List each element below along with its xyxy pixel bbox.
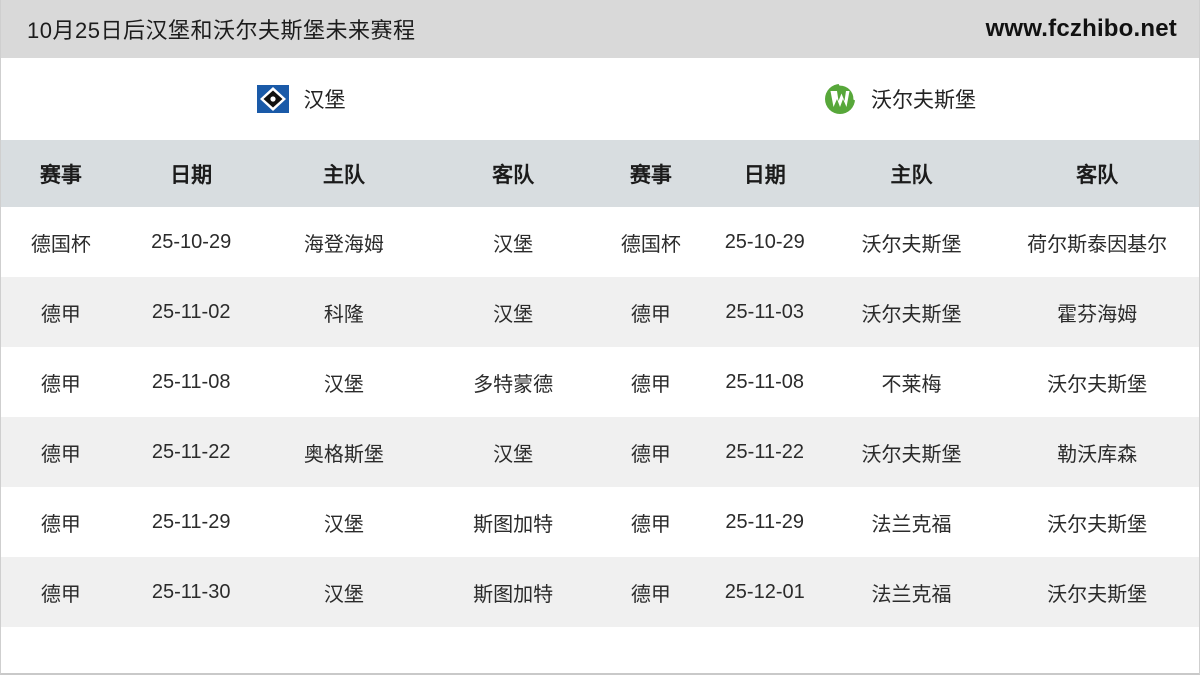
column-header-home: 主队	[261, 140, 427, 207]
cell-away: 霍芬海姆	[995, 277, 1199, 347]
cell-home: 沃尔夫斯堡	[827, 207, 996, 277]
column-header-competition: 赛事	[1, 140, 121, 207]
cell-date: 25-11-08	[120, 347, 262, 417]
cell-away: 斯图加特	[426, 487, 600, 557]
cell-home: 奥格斯堡	[261, 417, 427, 487]
left-schedule-table-wrap: 赛事 日期 主队 客队 德国杯 25-10-29 海登海姆 汉堡 德甲	[1, 140, 600, 627]
table-row[interactable]: 德甲 25-11-08 汉堡 多特蒙德	[1, 347, 600, 417]
table-row[interactable]: 德甲 25-11-22 沃尔夫斯堡 勒沃库森	[600, 417, 1199, 487]
table-row[interactable]: 德甲 25-12-01 法兰克福 沃尔夫斯堡	[600, 557, 1199, 627]
cell-away: 勒沃库森	[995, 417, 1199, 487]
cell-competition: 德甲	[1, 277, 121, 347]
cell-competition: 德甲	[600, 557, 702, 627]
right-schedule-table-wrap: 赛事 日期 主队 客队 德国杯 25-10-29 沃尔夫斯堡 荷尔斯泰因基尔 德…	[600, 140, 1199, 627]
team-name-left: 汉堡	[303, 89, 346, 112]
cell-date: 25-11-22	[120, 417, 262, 487]
cell-home: 海登海姆	[261, 207, 427, 277]
cell-home: 汉堡	[261, 347, 427, 417]
cell-away: 荷尔斯泰因基尔	[995, 207, 1199, 277]
cell-home: 沃尔夫斯堡	[827, 277, 996, 347]
column-header-away: 客队	[426, 140, 600, 207]
cell-home: 沃尔夫斯堡	[827, 417, 996, 487]
cell-away: 汉堡	[426, 207, 600, 277]
cell-home: 汉堡	[261, 557, 427, 627]
table-header-row: 赛事 日期 主队 客队	[600, 140, 1199, 207]
cell-home: 法兰克福	[827, 557, 996, 627]
column-header-home: 主队	[827, 140, 996, 207]
cell-competition: 德国杯	[1, 207, 121, 277]
team-header-row: 汉堡 沃尔夫斯堡	[1, 58, 1199, 140]
footer-spacer	[1, 627, 1199, 665]
cell-date: 25-11-22	[701, 417, 828, 487]
page-header-bar: 10月25日后汉堡和沃尔夫斯堡未来赛程 www.fczhibo.net	[1, 0, 1199, 58]
table-row[interactable]: 德甲 25-11-08 不莱梅 沃尔夫斯堡	[600, 347, 1199, 417]
cell-away: 汉堡	[426, 277, 600, 347]
cell-competition: 德甲	[600, 487, 702, 557]
cell-competition: 德甲	[600, 277, 702, 347]
cell-away: 多特蒙德	[426, 347, 600, 417]
table-row[interactable]: 德甲 25-11-03 沃尔夫斯堡 霍芬海姆	[600, 277, 1199, 347]
cell-date: 25-11-29	[701, 487, 828, 557]
cell-away: 沃尔夫斯堡	[995, 487, 1199, 557]
cell-date: 25-11-02	[120, 277, 262, 347]
cell-date: 25-11-08	[701, 347, 828, 417]
cell-competition: 德国杯	[600, 207, 702, 277]
cell-away: 汉堡	[426, 417, 600, 487]
cell-competition: 德甲	[1, 347, 121, 417]
right-schedule-table: 赛事 日期 主队 客队 德国杯 25-10-29 沃尔夫斯堡 荷尔斯泰因基尔 德…	[600, 140, 1199, 627]
team-name-right: 沃尔夫斯堡	[871, 89, 976, 112]
wolfsburg-crest-icon	[824, 83, 856, 115]
cell-away: 斯图加特	[426, 557, 600, 627]
cell-date: 25-10-29	[701, 207, 828, 277]
table-row[interactable]: 德国杯 25-10-29 沃尔夫斯堡 荷尔斯泰因基尔	[600, 207, 1199, 277]
cell-home: 汉堡	[261, 487, 427, 557]
cell-competition: 德甲	[1, 417, 121, 487]
left-schedule-table: 赛事 日期 主队 客队 德国杯 25-10-29 海登海姆 汉堡 德甲	[1, 140, 600, 627]
cell-home: 科隆	[261, 277, 427, 347]
table-row[interactable]: 德甲 25-11-29 汉堡 斯图加特	[1, 487, 600, 557]
hsv-hamburg-crest-icon	[256, 85, 289, 113]
table-header-row: 赛事 日期 主队 客队	[1, 140, 600, 207]
cell-away: 沃尔夫斯堡	[995, 557, 1199, 627]
table-row[interactable]: 德甲 25-11-02 科隆 汉堡	[1, 277, 600, 347]
table-row[interactable]: 德甲 25-11-22 奥格斯堡 汉堡	[1, 417, 600, 487]
cell-date: 25-11-30	[120, 557, 262, 627]
column-header-date: 日期	[701, 140, 828, 207]
cell-date: 25-11-03	[701, 277, 828, 347]
cell-home: 法兰克福	[827, 487, 996, 557]
cell-competition: 德甲	[600, 417, 702, 487]
team-header-right: 沃尔夫斯堡	[600, 58, 1199, 140]
column-header-competition: 赛事	[600, 140, 702, 207]
cell-competition: 德甲	[1, 487, 121, 557]
table-row[interactable]: 德甲 25-11-29 法兰克福 沃尔夫斯堡	[600, 487, 1199, 557]
cell-date: 25-10-29	[120, 207, 262, 277]
cell-competition: 德甲	[600, 347, 702, 417]
cell-date: 25-12-01	[701, 557, 828, 627]
site-watermark: www.fczhibo.net	[985, 15, 1177, 42]
table-row[interactable]: 德甲 25-11-30 汉堡 斯图加特	[1, 557, 600, 627]
page-title: 10月25日后汉堡和沃尔夫斯堡未来赛程	[27, 18, 416, 43]
schedule-tables: 赛事 日期 主队 客队 德国杯 25-10-29 海登海姆 汉堡 德甲	[1, 140, 1199, 627]
cell-date: 25-11-29	[120, 487, 262, 557]
table-row[interactable]: 德国杯 25-10-29 海登海姆 汉堡	[1, 207, 600, 277]
cell-competition: 德甲	[1, 557, 121, 627]
team-header-left: 汉堡	[1, 58, 600, 140]
column-header-date: 日期	[120, 140, 262, 207]
cell-home: 不莱梅	[827, 347, 996, 417]
column-header-away: 客队	[995, 140, 1199, 207]
cell-away: 沃尔夫斯堡	[995, 347, 1199, 417]
